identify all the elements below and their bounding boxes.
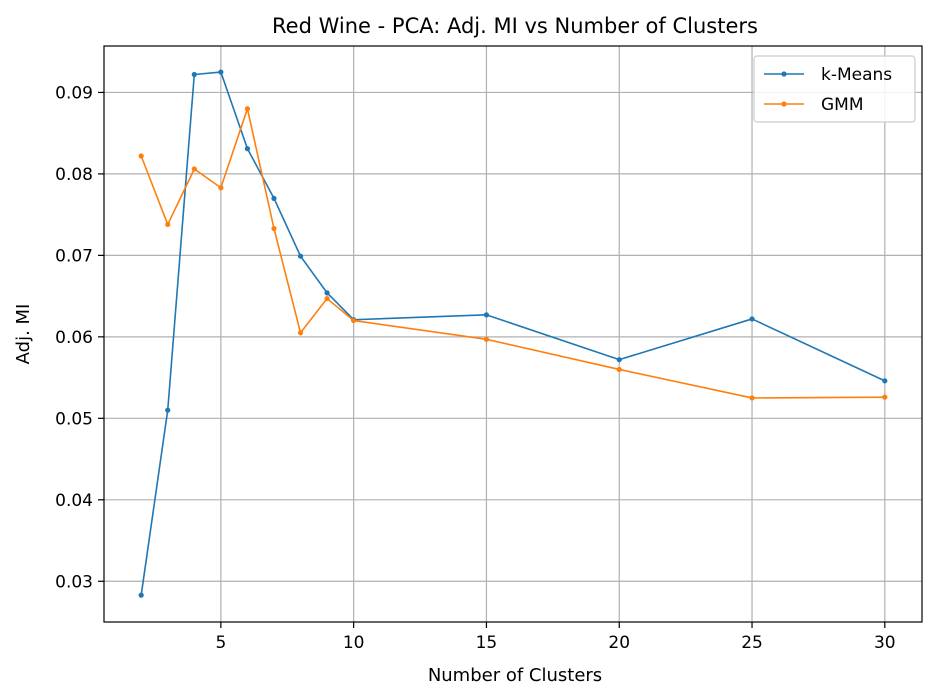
data-point — [165, 407, 171, 413]
x-tick-label: 30 — [874, 633, 896, 653]
plot-frame — [103, 45, 923, 623]
x-axis-label: Number of Clusters — [428, 665, 602, 686]
x-tick-label: 5 — [215, 633, 226, 653]
data-point — [351, 317, 357, 324]
series-k-means — [138, 69, 888, 598]
x-tick-label: 15 — [476, 633, 498, 653]
data-point — [191, 71, 197, 78]
data-point — [244, 106, 251, 112]
data-point — [297, 330, 304, 336]
y-tick-label: 0.07 — [55, 246, 93, 266]
legend: k-Means GMM — [753, 55, 916, 123]
x-tick-label: 25 — [741, 633, 763, 653]
x-tick-label: 20 — [608, 633, 630, 653]
data-point — [165, 221, 171, 228]
data-point — [271, 195, 277, 201]
legend-marker — [781, 71, 787, 77]
data-point — [616, 357, 622, 363]
y-tick-label: 0.09 — [55, 83, 93, 103]
data-point — [324, 290, 330, 296]
data-point — [882, 394, 888, 400]
data-point — [324, 295, 330, 302]
y-axis-label: Adj. MI — [13, 304, 34, 365]
x-tick-label: 10 — [343, 633, 365, 653]
data-point — [138, 153, 144, 159]
legend-label: GMM — [821, 95, 864, 115]
data-point — [882, 378, 888, 384]
data-point — [616, 366, 622, 373]
data-point — [191, 166, 197, 172]
y-tick-label: 0.04 — [55, 491, 93, 511]
data-point — [483, 312, 490, 318]
data-point — [244, 146, 251, 152]
legend-label: k-Means — [821, 65, 892, 85]
grid — [104, 46, 922, 622]
axis-ticks: 5 10 15 20 25 30 0.03 0.04 0.05 0.06 0.07 0.08 0.09 — [55, 83, 895, 653]
data-point — [271, 225, 277, 232]
series-gmm — [138, 106, 888, 401]
y-tick-label: 0.03 — [55, 572, 93, 592]
data-point — [749, 316, 755, 322]
data-point — [218, 69, 224, 75]
data-point — [749, 395, 755, 401]
legend-box — [753, 55, 916, 123]
series-layer — [138, 69, 888, 598]
data-point — [297, 253, 304, 259]
y-tick-label: 0.05 — [55, 409, 93, 429]
data-point — [138, 592, 144, 598]
chart-title: Red Wine - PCA: Adj. MI vs Number of Clu… — [272, 14, 758, 38]
data-point — [483, 336, 490, 342]
y-tick-label: 0.08 — [55, 165, 93, 185]
data-point — [218, 185, 224, 191]
legend-marker — [781, 101, 787, 107]
y-tick-label: 0.06 — [55, 328, 93, 348]
